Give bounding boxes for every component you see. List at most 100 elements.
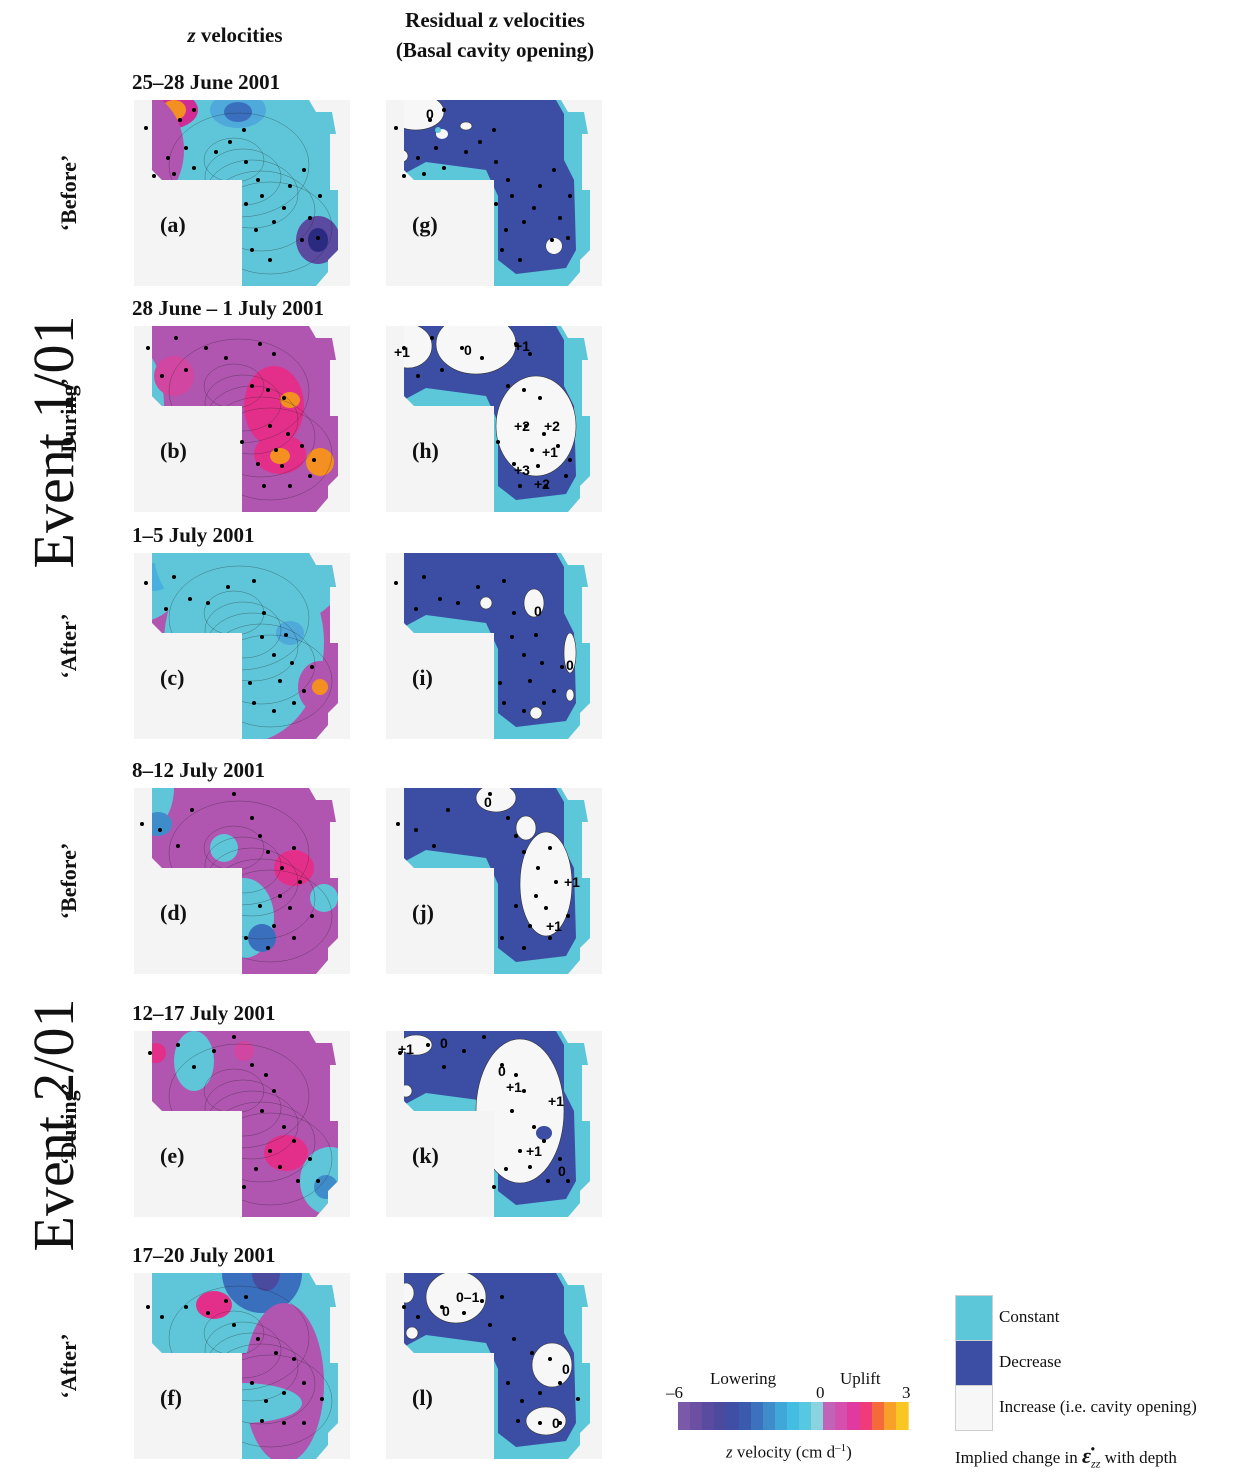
survey-point (244, 936, 248, 940)
z-velocity-map: (e) (134, 1031, 350, 1217)
panel-letter-label: (k) (412, 1143, 439, 1168)
survey-point (500, 1295, 504, 1299)
residual-contour-label: +1 (514, 338, 530, 354)
survey-point (522, 850, 526, 854)
survey-point (164, 607, 168, 611)
survey-point (530, 448, 534, 452)
survey-point (494, 202, 498, 206)
residual-contour-label: 0 (534, 603, 542, 619)
panel-date-label: 25–28 June 2001 (132, 70, 281, 94)
survey-point (176, 1043, 180, 1047)
panel-letter-label: (d) (160, 900, 187, 925)
survey-point (250, 816, 254, 820)
survey-point (560, 665, 564, 669)
phase-label: ‘Before’ (56, 154, 81, 232)
survey-point (288, 484, 292, 488)
residual-velocity-map: (k) +1 0 0 +1 +1 +1 0 (386, 1031, 602, 1217)
survey-point (258, 834, 262, 838)
residual-contour-label: +1 (548, 1093, 564, 1109)
survey-point (256, 1337, 260, 1341)
legend-increase-label: Increase (i.e. cavity opening) (999, 1397, 1197, 1416)
survey-point (316, 236, 320, 240)
residual-contour-label: +1 (398, 1041, 414, 1057)
survey-point (542, 701, 546, 705)
survey-point (514, 834, 518, 838)
survey-point (296, 1179, 300, 1183)
z-velocity-colorbar: –6 Lowering 0 Uplift 3 z velocity (cm d–… (666, 1369, 918, 1466)
survey-point (282, 396, 286, 400)
survey-point (272, 352, 276, 356)
panel-letter-label: (e) (160, 1143, 185, 1168)
survey-point (402, 174, 406, 178)
colorbar-lowering-label: Lowering (710, 1369, 777, 1388)
z-velocity-map: (a) (134, 100, 350, 286)
survey-point (522, 220, 526, 224)
survey-point (274, 1351, 278, 1355)
survey-point (446, 808, 450, 812)
survey-point (426, 1043, 430, 1047)
survey-point (416, 1315, 420, 1319)
survey-point (414, 607, 418, 611)
z-velocity-map: (d) (134, 788, 350, 974)
survey-point (278, 1165, 282, 1169)
survey-point (544, 484, 548, 488)
panel-letter-label: (l) (412, 1385, 433, 1410)
survey-point (442, 1065, 446, 1069)
survey-point (538, 396, 542, 400)
survey-point (176, 844, 180, 848)
panel-letter-label: (i) (412, 665, 433, 690)
survey-point (260, 1109, 264, 1113)
survey-point (158, 828, 162, 832)
survey-point (566, 914, 570, 918)
survey-point (224, 1299, 228, 1303)
z-velocity-map: (b) (134, 326, 350, 512)
survey-point (556, 444, 560, 448)
survey-point (548, 1357, 552, 1361)
survey-point (308, 474, 312, 478)
residual-velocity-map: (i) 0 0 (386, 553, 602, 739)
survey-point (532, 1125, 536, 1129)
survey-point (566, 1179, 570, 1183)
survey-point (520, 1399, 524, 1403)
survey-point (242, 128, 246, 132)
survey-point (310, 914, 314, 918)
survey-point (298, 880, 302, 884)
survey-point (320, 1397, 324, 1401)
survey-point (416, 156, 420, 160)
survey-point (414, 828, 418, 832)
survey-point (476, 585, 480, 589)
panel-date-label: 28 June – 1 July 2001 (132, 296, 324, 320)
survey-point (274, 448, 278, 452)
survey-point (514, 342, 518, 346)
survey-point (538, 1421, 542, 1425)
survey-point (514, 904, 518, 908)
survey-point (544, 906, 548, 910)
survey-point (256, 178, 260, 182)
survey-point (538, 1391, 542, 1395)
survey-point (498, 681, 502, 685)
survey-point (528, 352, 532, 356)
survey-point (312, 458, 316, 462)
residual-contour-label: 0 (562, 1361, 570, 1377)
survey-point (430, 336, 434, 340)
survey-point (146, 346, 150, 350)
colorbar-uplift-label: Uplift (840, 1369, 881, 1388)
survey-point (506, 178, 510, 182)
survey-point (500, 248, 504, 252)
survey-point (282, 1421, 286, 1425)
residual-velocity-map: (g) 0 (386, 100, 602, 286)
residual-velocity-map: (h) +1 0 +1 +2 +2 +1 +3 +2 (386, 326, 602, 512)
survey-point (302, 1381, 306, 1385)
colorbar-max-label: 3 (902, 1383, 911, 1402)
survey-point (260, 1419, 264, 1423)
survey-point (250, 1381, 254, 1385)
panel-date-label: 1–5 July 2001 (132, 523, 255, 547)
survey-point (534, 633, 538, 637)
survey-point (250, 248, 254, 252)
survey-point (282, 1125, 286, 1129)
survey-point (288, 906, 292, 910)
survey-point (434, 146, 438, 150)
survey-point (396, 822, 400, 826)
survey-point (394, 126, 398, 130)
survey-point (172, 575, 176, 579)
